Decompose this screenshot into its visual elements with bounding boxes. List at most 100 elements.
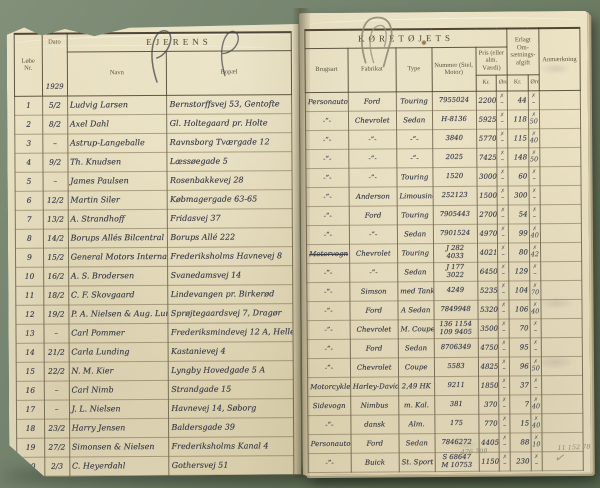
cell-erlagt-oere: ✗ –: [528, 90, 540, 110]
cell-pris-oere: ✗ –: [496, 128, 508, 148]
cell-erlagt-kr: 7: [509, 394, 531, 414]
cell-pris-kr: 5925: [475, 109, 497, 129]
cell-loebe-nr: 10: [16, 267, 44, 286]
check-mark-icon: ✗: [499, 93, 505, 100]
cell-erlagt-oere-value: –: [533, 325, 538, 334]
cell-erlagt-kr: 118: [507, 109, 529, 129]
cell-erlagt-oere: ✗ 50: [528, 109, 540, 129]
column-header-pris: Pris (eller alm. Værdi): [475, 46, 508, 75]
cell-fabrikat: dansk: [350, 414, 399, 434]
vehicle-row: -”- -”- -”- 3840 5770 ✗ –115 ✗ 40: [305, 127, 581, 150]
cell-erlagt-oere: ✗ 40: [530, 394, 542, 414]
cell-pris-kr: 3500: [477, 318, 499, 338]
vehicles-table-header: KØRETØJETS Erlagt Om-sætnings-afgift Anm…: [304, 27, 581, 93]
cell-pris-kr: 4970: [476, 223, 498, 243]
cell-pris-oere-value: –: [501, 231, 505, 240]
cell-bopael: Rosenbakkevej 28: [167, 170, 292, 190]
cell-type: -”-: [396, 129, 433, 149]
vehicle-row: -”- Ford A Sedan 7849948 5320 ✗ –106 ✗ 40: [306, 298, 583, 321]
cell-loebe-nr: 2: [15, 115, 43, 134]
check-mark-icon: ✗: [500, 245, 506, 252]
check-mark-icon: ✗: [501, 283, 506, 290]
cell-type: Touring: [396, 205, 433, 225]
cell-loebe-nr: 15: [16, 362, 44, 381]
check-mark-icon: ✗: [532, 187, 537, 194]
subheader-erlagt-oere: Øre: [527, 74, 540, 91]
vehicle-row: Personauto Ford Touring 7955024 2200 ✗ –44 ✗ –: [305, 89, 581, 112]
cell-fabrikat: -”-: [349, 262, 398, 282]
cell-pris-oere: ✗ –: [497, 261, 509, 281]
cell-brugsart: -”-: [307, 338, 351, 359]
check-mark-icon: ✗: [532, 225, 537, 232]
cell-navn: P. A. Nielsen & Aug. Lund: [68, 304, 168, 324]
cell-brugsart: -”-: [307, 414, 351, 435]
cell-nummer: 381: [434, 394, 479, 415]
owner-row: 9 15/2 General Motors International Frederi…: [15, 246, 292, 267]
cell-brugsart: Personauto: [305, 91, 349, 112]
cell-fabrikat: Simson: [349, 281, 398, 301]
cell-type: Alm.: [398, 414, 435, 434]
cell-fabrikat: Ford: [349, 300, 398, 320]
cell-fabrikat: Anderson: [348, 186, 397, 206]
cell-pris-oere-value: –: [501, 193, 505, 202]
cell-nummer: 9211: [434, 375, 479, 396]
cell-loebe-nr: 1: [15, 96, 43, 115]
check-mark-icon: ✗: [532, 263, 538, 270]
cell-bopael: Læssøegade 5: [167, 151, 292, 171]
year-annotation: 1929: [45, 82, 64, 91]
check-mark-icon: ✗: [533, 377, 539, 384]
cell-erlagt-oere: ✗ –: [530, 375, 542, 395]
cell-type: St. Sport: [398, 452, 435, 472]
cell-erlagt-oere-value: 50: [529, 154, 539, 163]
cell-anmaerkning: [539, 203, 582, 224]
column-header-anmaerkning: Anmærkning: [538, 27, 581, 91]
cell-bopael: Sprøjtegaardsvej 7, Dragør: [168, 303, 293, 323]
cell-pris-kr: 4750: [477, 337, 499, 357]
cell-type: M. Coupe: [397, 319, 434, 339]
cell-pris-kr: 6450: [477, 261, 498, 281]
check-mark-icon: ✗: [534, 453, 539, 460]
vehicles-table: KØRETØJETS Erlagt Om-sætnings-afgift Anm…: [304, 26, 584, 473]
cell-pris-oere: ✗ –: [497, 223, 509, 243]
cell-type: med Tank: [397, 281, 434, 301]
cell-navn: Martin Siler: [68, 190, 168, 210]
cell-pris-oere: ✗ –: [497, 280, 510, 300]
cell-erlagt-kr: 129: [508, 261, 530, 281]
cell-erlagt-oere-value: 40: [531, 306, 540, 315]
vehicle-row: Motorvogn Chevrolet Touring J 282 4033 4021 ✗…: [306, 241, 582, 264]
cell-pris-oere: ✗ –: [498, 356, 510, 376]
cell-dato: 15/2: [43, 248, 68, 267]
cell-pris-kr: 3000: [476, 166, 498, 186]
cell-loebe-nr: 3: [15, 134, 43, 153]
cell-pris-oere-value: –: [500, 136, 504, 145]
cell-bopael: Gl. Holtegaard pr. Holte: [167, 113, 292, 133]
cell-type: Sedan: [397, 338, 434, 358]
vehicle-row: -”- Simson med Tank 4249 5235 ✗ –104 ✗ 70: [306, 279, 582, 302]
pencil-total-pris: 476 708: [460, 447, 488, 457]
cell-type: Sedan: [398, 433, 435, 453]
cell-anmaerkning: [541, 355, 583, 376]
owner-row: 18 23/2 Harry Jensen Baldersgade 39: [17, 417, 294, 438]
cell-anmaerkning: [539, 89, 581, 110]
cell-navn: J. L. Nielsen: [69, 399, 169, 419]
cell-nummer: 3840: [432, 128, 477, 149]
check-mark-icon: ✗: [533, 415, 539, 422]
cell-dato: 5/2: [42, 96, 67, 115]
check-mark-icon: ✗: [533, 320, 538, 327]
owner-row: 13– Carl Pommer Frederiksmindevej 12 A, He…: [16, 322, 293, 343]
cell-loebe-nr: 16: [16, 381, 44, 400]
check-mark-icon: ✗: [502, 454, 508, 461]
cell-erlagt-oere-value: 42: [530, 249, 540, 258]
cell-pris-oere: ✗ –: [497, 204, 509, 224]
cell-pris-oere-value: –: [502, 421, 507, 430]
cell-dato: 19/2: [44, 305, 69, 324]
cell-pris-oere: ✗ –: [496, 147, 509, 167]
cell-loebe-nr: 12: [16, 305, 44, 324]
cell-nummer: 5583: [433, 356, 479, 377]
owner-row: 6 12/2 Martin Siler Købmagergade 63-65: [15, 189, 292, 210]
cell-bopael: Bernstorffsvej 53, Gentofte: [167, 94, 292, 114]
cell-navn: James Paulsen: [68, 171, 168, 191]
